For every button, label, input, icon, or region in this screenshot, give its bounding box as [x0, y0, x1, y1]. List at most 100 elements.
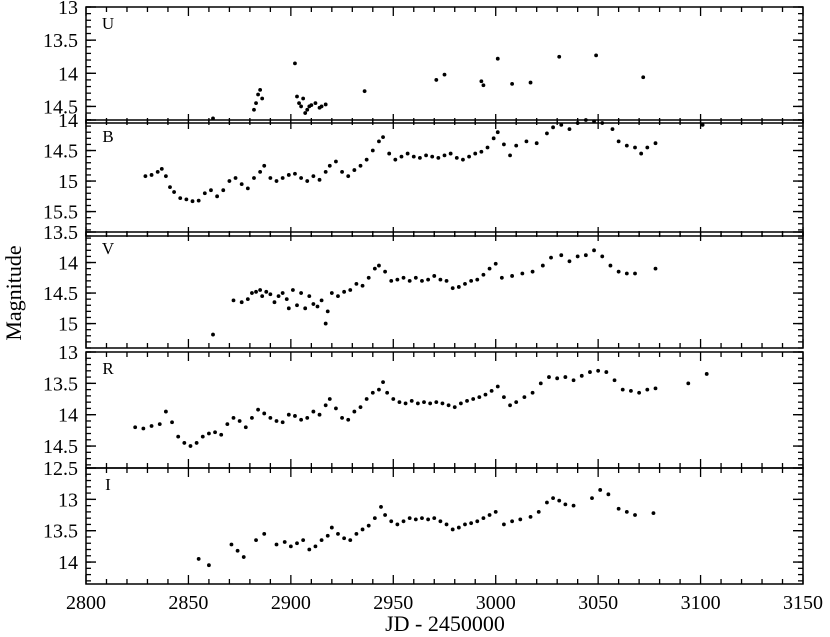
- data-point: [639, 151, 644, 156]
- data-point: [481, 272, 486, 277]
- data-point: [303, 111, 308, 115]
- y-tick-label: 14: [58, 405, 78, 427]
- data-point: [307, 294, 312, 299]
- data-point: [301, 96, 306, 101]
- data-point: [487, 513, 492, 517]
- data-point: [342, 289, 347, 294]
- data-point: [155, 169, 160, 174]
- data-point: [377, 263, 381, 268]
- data-point: [653, 266, 658, 271]
- data-point: [358, 405, 363, 410]
- data-point: [458, 401, 463, 406]
- panel-band-label: B: [102, 127, 113, 146]
- data-point: [381, 380, 385, 384]
- y-tick-label: 13: [58, 0, 78, 19]
- data-point: [364, 397, 369, 401]
- data-point: [432, 274, 437, 278]
- data-point: [461, 157, 465, 162]
- data-point: [280, 291, 285, 295]
- data-point: [383, 269, 387, 274]
- data-point: [493, 509, 498, 514]
- x-tick-label: 3150: [783, 592, 823, 614]
- x-axis-title: JD - 2450000: [385, 611, 505, 636]
- data-point: [172, 190, 176, 194]
- data-point: [407, 516, 412, 521]
- panel-b: 14 14.5 15 15.5 B: [43, 110, 804, 237]
- data-point: [196, 198, 201, 203]
- data-point: [624, 509, 629, 514]
- y-tick-label: 12.5: [43, 458, 78, 480]
- data-point: [323, 403, 328, 408]
- data-point: [395, 522, 400, 527]
- data-point: [471, 397, 476, 401]
- data-point: [262, 163, 267, 168]
- data-point: [653, 141, 658, 146]
- data-point: [473, 151, 478, 156]
- data-point: [616, 506, 621, 511]
- data-point: [534, 141, 539, 146]
- data-point: [252, 107, 256, 112]
- data-point: [514, 143, 519, 148]
- data-point: [168, 185, 172, 190]
- data-point: [579, 373, 584, 378]
- data-point: [502, 142, 506, 147]
- x-tick-label: 2800: [66, 592, 106, 614]
- data-point: [608, 263, 613, 268]
- data-point: [286, 306, 291, 311]
- data-point: [395, 277, 400, 282]
- data-point: [340, 169, 344, 174]
- data-point: [545, 500, 549, 505]
- data-point: [213, 430, 217, 435]
- data-point: [567, 259, 572, 264]
- data-point: [409, 399, 414, 403]
- data-point: [389, 519, 394, 524]
- data-point: [327, 397, 332, 401]
- data-point: [233, 176, 238, 180]
- data-point: [207, 431, 211, 436]
- data-point: [163, 409, 168, 414]
- data-point: [405, 151, 410, 156]
- data-point: [311, 174, 316, 179]
- data-point: [211, 332, 215, 337]
- data-point: [530, 269, 535, 274]
- data-point: [495, 130, 500, 135]
- data-point: [360, 527, 365, 532]
- data-point: [545, 131, 549, 136]
- data-point: [575, 121, 580, 125]
- data-point: [295, 541, 299, 546]
- data-point: [592, 248, 596, 253]
- data-point: [280, 420, 285, 425]
- data-point: [508, 153, 512, 158]
- y-tick-label: 13: [58, 342, 78, 364]
- data-point: [254, 289, 258, 294]
- x-tick-label: 3050: [578, 592, 618, 614]
- data-point: [200, 434, 205, 439]
- data-point: [612, 378, 617, 383]
- data-point: [583, 253, 588, 258]
- data-point: [258, 288, 263, 292]
- data-point: [209, 188, 213, 193]
- data-point: [245, 297, 250, 302]
- data-point: [428, 401, 433, 406]
- data-point: [604, 370, 609, 374]
- data-point: [489, 388, 494, 393]
- data-point: [583, 118, 588, 122]
- data-point: [370, 148, 375, 153]
- data-point: [444, 522, 449, 527]
- data-point: [598, 488, 603, 492]
- data-point: [475, 277, 480, 282]
- data-point: [389, 278, 394, 283]
- data-point: [538, 381, 543, 386]
- data-point: [465, 399, 469, 403]
- data-point: [536, 509, 541, 514]
- data-point: [385, 390, 390, 395]
- data-point: [239, 182, 244, 187]
- data-point: [317, 412, 322, 417]
- data-point: [237, 419, 242, 423]
- data-point: [301, 538, 306, 543]
- data-point: [256, 92, 260, 97]
- y-tick-label: 13: [58, 489, 78, 511]
- data-point: [475, 519, 480, 524]
- data-point: [379, 504, 383, 509]
- data-point: [178, 196, 183, 201]
